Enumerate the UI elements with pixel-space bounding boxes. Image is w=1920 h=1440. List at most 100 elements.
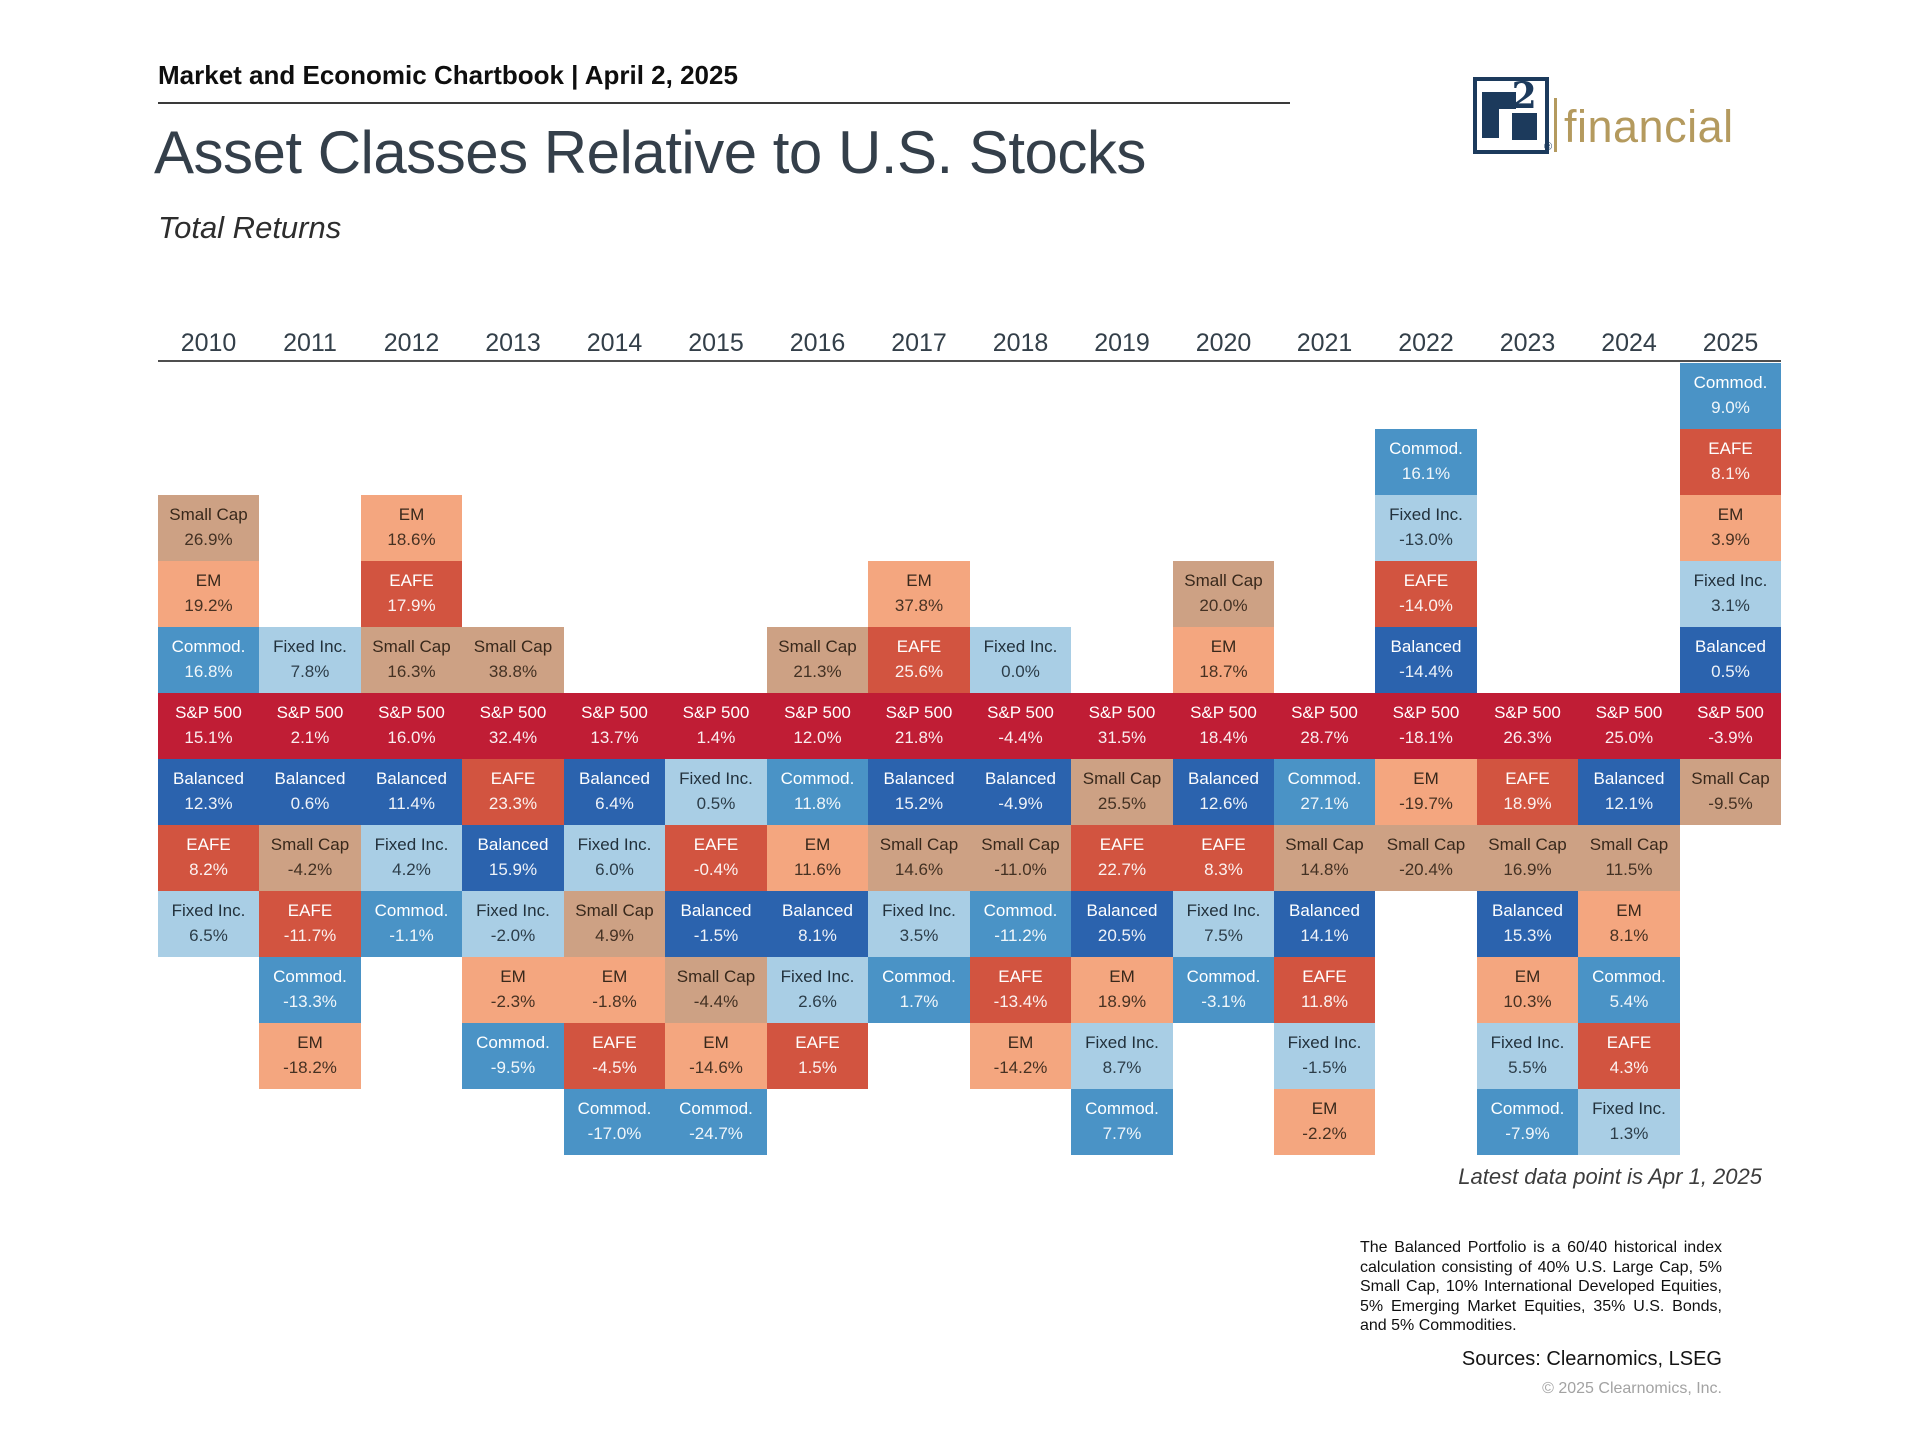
- asset-return-value: 18.7%: [1199, 662, 1248, 681]
- cell-2012-fixed-inc: Fixed Inc. 4.2%: [361, 825, 462, 891]
- asset-return-value: -1.5%: [693, 926, 739, 945]
- asset-label: Commod.: [983, 901, 1058, 920]
- cell-2022-s-p-500: S&P 500 -18.1%: [1375, 693, 1477, 759]
- asset-label: EAFE: [795, 1033, 840, 1052]
- asset-label: EM: [1109, 967, 1135, 986]
- registered-mark: ®: [1544, 141, 1553, 153]
- t2-logo-icon: 2: [1473, 75, 1549, 154]
- cell-2021-balanced: Balanced 14.1%: [1274, 891, 1375, 957]
- cell-2015-em: EM -14.6%: [665, 1023, 767, 1089]
- cell-2012-em: EM 18.6%: [361, 495, 462, 561]
- cell-2011-balanced: Balanced 0.6%: [259, 759, 361, 825]
- asset-return-value: -17.0%: [587, 1124, 642, 1143]
- cell-2013-eafe: EAFE 23.3%: [462, 759, 564, 825]
- asset-return-value: 15.2%: [894, 794, 944, 813]
- asset-label: Balanced: [1492, 901, 1563, 920]
- asset-label: Commod.: [1186, 967, 1261, 986]
- asset-return-value: 3.1%: [1711, 596, 1750, 615]
- asset-label: EAFE: [693, 835, 739, 854]
- asset-label: Balanced: [173, 769, 244, 788]
- asset-label: Balanced: [883, 769, 955, 788]
- year-label-2013: 2013: [485, 329, 541, 357]
- asset-return-value: 20.0%: [1199, 596, 1248, 615]
- asset-return-value: 21.8%: [894, 728, 944, 747]
- cell-2021-s-p-500: S&P 500 28.7%: [1274, 693, 1375, 759]
- asset-label: Fixed Inc.: [171, 901, 246, 920]
- asset-label: EM: [804, 835, 831, 854]
- asset-label: S&P 500: [885, 703, 953, 722]
- cell-2017-s-p-500: S&P 500 21.8%: [868, 693, 970, 759]
- cell-2025-small-cap: Small Cap -9.5%: [1680, 759, 1781, 825]
- asset-return-value: 5.4%: [1609, 992, 1649, 1011]
- asset-return-value: 0.5%: [1711, 662, 1750, 681]
- asset-return-value: 5.5%: [1508, 1058, 1547, 1077]
- asset-return-value: 18.4%: [1199, 728, 1248, 747]
- asset-return-value: 37.8%: [894, 596, 944, 615]
- asset-label: S&P 500: [1088, 703, 1156, 722]
- cell-2020-commod: Commod. -3.1%: [1173, 957, 1274, 1023]
- asset-label: Small Cap: [676, 967, 756, 986]
- asset-return-value: -19.7%: [1399, 794, 1453, 813]
- asset-return-value: 23.3%: [488, 794, 538, 813]
- year-label-2017: 2017: [891, 329, 947, 357]
- asset-label: EAFE: [1302, 967, 1347, 986]
- asset-label: S&P 500: [784, 703, 851, 722]
- asset-label: Commod.: [1389, 439, 1463, 458]
- asset-label: Commod.: [577, 1099, 652, 1118]
- asset-return-value: 4.3%: [1609, 1058, 1649, 1077]
- cell-2015-balanced: Balanced -1.5%: [665, 891, 767, 957]
- asset-label: Commod.: [679, 1099, 753, 1118]
- asset-return-value: 18.6%: [387, 530, 436, 549]
- asset-label: Balanced: [274, 769, 346, 788]
- logo-separator: [1554, 98, 1557, 152]
- asset-label: Small Cap: [1082, 769, 1162, 788]
- asset-label: EM: [1514, 967, 1541, 986]
- asset-return-value: 12.3%: [184, 794, 233, 813]
- asset-return-value: 38.8%: [488, 662, 538, 681]
- asset-return-value: 6.0%: [595, 860, 634, 879]
- asset-return-value: 11.5%: [1605, 860, 1653, 879]
- page-title: Asset Classes Relative to U.S. Stocks: [154, 119, 1146, 186]
- asset-return-value: -11.7%: [283, 926, 337, 945]
- cell-2023-s-p-500: S&P 500 26.3%: [1477, 693, 1578, 759]
- asset-label: Balanced: [1086, 901, 1158, 920]
- asset-return-value: 4.2%: [392, 860, 431, 879]
- asset-return-value: 14.6%: [894, 860, 944, 879]
- asset-label: Fixed Inc.: [1085, 1033, 1159, 1052]
- cell-2010-s-p-500: S&P 500 15.1%: [158, 693, 259, 759]
- asset-return-value: -0.4%: [693, 860, 739, 879]
- asset-label: EAFE: [287, 901, 333, 920]
- asset-label: Balanced: [985, 769, 1056, 788]
- cell-2018-em: EM -14.2%: [970, 1023, 1071, 1089]
- asset-return-value: -1.8%: [592, 992, 637, 1011]
- asset-label: Commod.: [273, 967, 347, 986]
- cell-2011-em: EM -18.2%: [259, 1023, 361, 1089]
- cell-2011-commod: Commod. -13.3%: [259, 957, 361, 1023]
- cell-2015-s-p-500: S&P 500 1.4%: [665, 693, 767, 759]
- asset-return-value: 26.3%: [1503, 728, 1552, 747]
- cell-2015-commod: Commod. -24.7%: [665, 1089, 767, 1155]
- asset-return-value: 11.8%: [1301, 992, 1348, 1011]
- year-label-2014: 2014: [586, 329, 643, 357]
- asset-return-value: 20.5%: [1097, 926, 1147, 945]
- asset-label: Fixed Inc.: [1592, 1099, 1666, 1118]
- year-axis-line: [158, 360, 1781, 362]
- asset-label: EAFE: [1505, 769, 1550, 788]
- asset-return-value: -4.9%: [998, 794, 1043, 813]
- cell-2025-commod: Commod. 9.0%: [1680, 363, 1781, 429]
- asset-return-value: -24.7%: [689, 1124, 743, 1143]
- cell-2018-fixed-inc: Fixed Inc. 0.0%: [970, 627, 1071, 693]
- cell-2024-s-p-500: S&P 500 25.0%: [1578, 693, 1680, 759]
- asset-return-value: -3.9%: [1708, 728, 1753, 747]
- cell-2020-em: EM 18.7%: [1173, 627, 1274, 693]
- cell-2013-s-p-500: S&P 500 32.4%: [462, 693, 564, 759]
- year-label-2025: 2025: [1702, 329, 1759, 357]
- asset-return-value: 25.5%: [1097, 794, 1147, 813]
- asset-label: Small Cap: [1691, 769, 1770, 788]
- asset-return-value: -1.5%: [1302, 1058, 1347, 1077]
- cell-2022-fixed-inc: Fixed Inc. -13.0%: [1375, 495, 1477, 561]
- cell-2010-em: EM 19.2%: [158, 561, 259, 627]
- asset-label: EAFE: [896, 637, 942, 656]
- asset-label: Fixed Inc.: [1389, 505, 1463, 524]
